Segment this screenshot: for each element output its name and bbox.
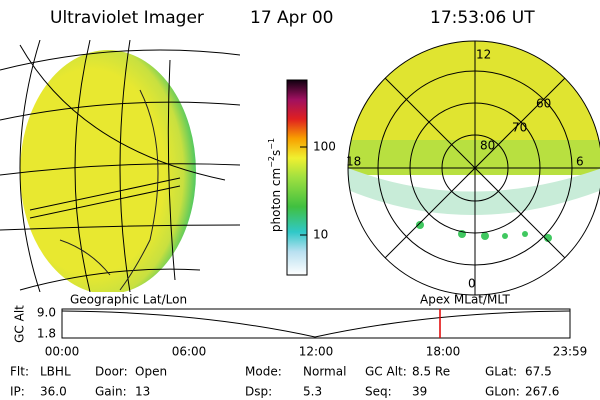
- info-label: Flt:: [10, 365, 29, 379]
- info-label: IP:: [10, 385, 25, 399]
- globe-image: [0, 40, 240, 292]
- mlt-label: 12: [476, 48, 491, 62]
- mlt-label: 0: [468, 277, 476, 291]
- info-value: 13: [135, 385, 150, 399]
- info-label: GLon:: [485, 385, 520, 399]
- polar-image: [348, 41, 600, 242]
- info-label: Dsp:: [245, 385, 272, 399]
- info-value: Open: [135, 365, 167, 379]
- unit-text: photon cm: [269, 168, 283, 232]
- lat-label: 60: [536, 97, 551, 111]
- colorbar-label: photon cm−2s−1: [267, 138, 283, 232]
- timeline-xtick-label: 12:00: [299, 345, 334, 359]
- info-label: Gain:: [95, 385, 127, 399]
- info-label: Door:: [95, 365, 128, 379]
- info-value: 5.3: [303, 385, 322, 399]
- info-value: 39: [412, 385, 427, 399]
- colorbar-tick-label: 10: [313, 228, 328, 242]
- unit-exp: −2: [267, 156, 276, 168]
- lat-label: 80: [480, 139, 495, 153]
- mlt-label: 6: [576, 155, 584, 169]
- info-value: 8.5 Re: [412, 365, 450, 379]
- timeline-xtick-label: 23:59: [553, 345, 588, 359]
- title: Ultraviolet Imager: [50, 8, 204, 28]
- info-label: Mode:: [245, 365, 282, 379]
- timeline-ytick-label: 9.0: [37, 306, 56, 320]
- timeline-xtick-label: 18:00: [426, 345, 461, 359]
- info-value: 36.0: [40, 385, 67, 399]
- info-value: LBHL: [40, 365, 71, 379]
- polar-grid: [347, 40, 600, 296]
- panel-label: Apex MLat/MLT: [420, 293, 510, 307]
- time: 17:53:06 UT: [430, 8, 535, 28]
- timeline-xtick-label: 00:00: [45, 345, 80, 359]
- unit-text: s: [269, 150, 283, 156]
- info-value: 67.5: [525, 365, 552, 379]
- mlt-label: 18: [346, 155, 361, 169]
- colorbar-tick-label: 100: [313, 140, 336, 154]
- timeline-frame: [61, 308, 571, 339]
- info-panel: Flt: LBHL Door: Open Mode: Normal GC Alt: 8.5 R…: [10, 365, 559, 399]
- info-value: Normal: [303, 365, 346, 379]
- date: 17 Apr 00: [250, 8, 333, 28]
- info-label: GLat:: [485, 365, 517, 379]
- colorbar: [286, 79, 308, 276]
- timeline-ylabel: GC Alt: [13, 305, 27, 343]
- timeline-ticks: 9.0 1.8 00:00 06:00 12:00 18:00 23:59: [37, 306, 587, 359]
- info-label: GC Alt:: [365, 365, 407, 379]
- unit-exp: −1: [267, 138, 276, 150]
- info-label: Seq:: [365, 385, 392, 399]
- timeline-xtick-label: 06:00: [172, 345, 207, 359]
- info-value: 267.6: [525, 385, 559, 399]
- timeline-ytick-label: 1.8: [37, 327, 56, 341]
- lat-label: 70: [512, 121, 527, 135]
- panel-label: Geographic Lat/Lon: [70, 293, 187, 307]
- altitude-curve: [61, 310, 571, 338]
